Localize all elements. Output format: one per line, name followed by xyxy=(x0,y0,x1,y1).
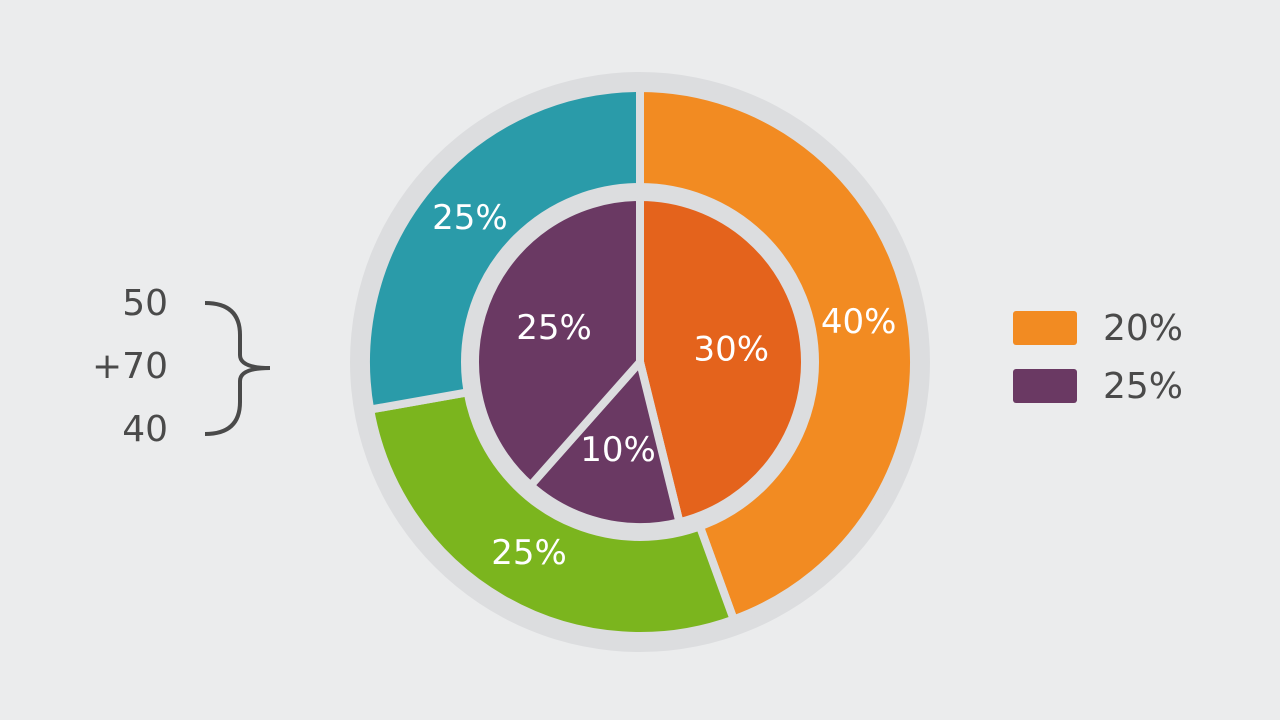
value-label: 25% xyxy=(516,308,592,348)
legend-label: 20% xyxy=(1103,308,1183,349)
value-label: 10% xyxy=(580,430,656,470)
value-label: 40% xyxy=(821,302,897,342)
annotation: 50 xyxy=(122,283,168,324)
inner-rim xyxy=(461,183,819,541)
value-label: 25% xyxy=(491,533,567,573)
legend-label: 25% xyxy=(1103,366,1183,407)
pie-slice xyxy=(471,193,644,490)
pie-slice xyxy=(636,193,809,527)
brace xyxy=(204,301,271,436)
pie-slice xyxy=(526,358,684,531)
annotation: +70 xyxy=(92,346,168,387)
legend-swatch xyxy=(1013,369,1077,403)
value-label: 25% xyxy=(432,198,508,238)
value-label: 30% xyxy=(694,329,770,369)
annotation: 40 xyxy=(122,409,168,450)
legend-swatch xyxy=(1013,311,1077,345)
